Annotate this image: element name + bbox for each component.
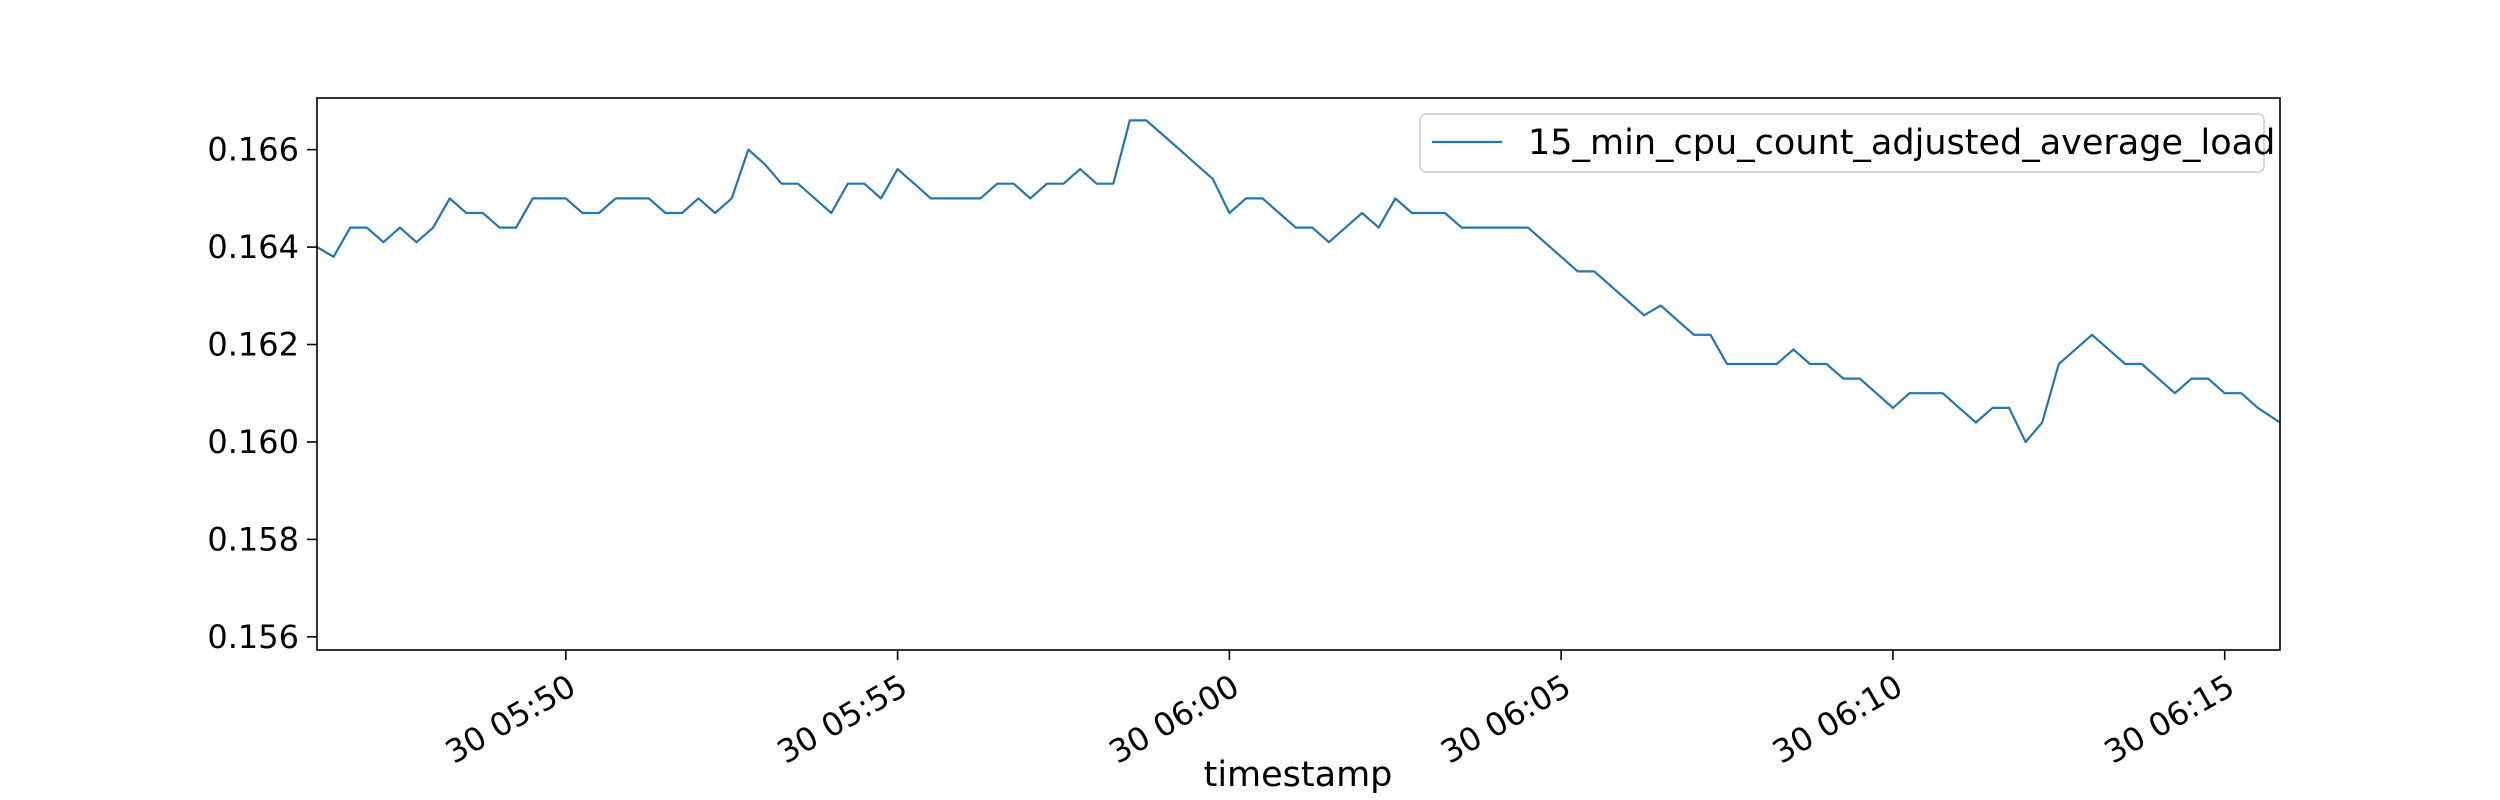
x-axis-title: timestamp xyxy=(1204,755,1393,795)
y-axis: 0.156 0.158 0.160 0.162 0.164 0.166 xyxy=(207,131,317,656)
y-tick-label: 0.160 xyxy=(207,423,299,461)
y-tick-label: 0.156 xyxy=(207,618,299,656)
legend-box xyxy=(1419,113,2265,173)
plot-frame xyxy=(316,97,2281,651)
legend-label: 15_min_cpu_count_adjusted_average_load xyxy=(1528,123,2275,163)
legend: 15_min_cpu_count_adjusted_average_load xyxy=(1419,113,2275,173)
series-line-0 xyxy=(316,119,2281,444)
y-tick-label: 0.166 xyxy=(207,131,299,169)
series-layer xyxy=(316,119,2281,444)
y-tick-label: 0.162 xyxy=(207,326,299,364)
y-tick-label: 0.158 xyxy=(207,520,299,558)
plot-area xyxy=(317,98,2280,650)
y-tick-label: 0.164 xyxy=(207,228,299,266)
